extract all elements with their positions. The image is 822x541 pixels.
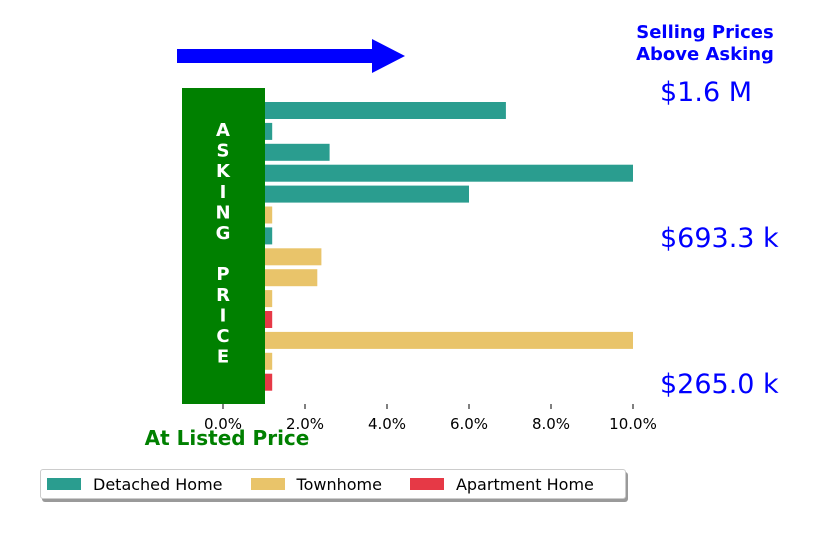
legend: Detached Home Townhome Apartment Home	[40, 469, 626, 499]
legend-label-apartment: Apartment Home	[455, 474, 594, 494]
asking-letter-8: R	[216, 285, 230, 306]
legend-swatch-townhome	[250, 478, 285, 490]
x-tick-label-0: 0.0%	[204, 415, 242, 433]
asking-letter-9: I	[220, 305, 227, 326]
asking-letter-1: S	[217, 141, 230, 162]
asking-letter-0: A	[216, 120, 230, 141]
price-level-low: $265.0 k	[660, 369, 779, 400]
legend-swatch-apartment	[409, 478, 444, 490]
legend-label-townhome: Townhome	[296, 474, 382, 494]
asking-letter-3: I	[220, 182, 227, 203]
selling-prices-title-line1: Selling Prices	[636, 22, 773, 43]
asking-letter-2: K	[216, 161, 231, 182]
x-axis: 0.0% 2.0% 4.0% 6.0% 8.0% 10.0%	[204, 404, 657, 433]
price-level-high: $1.6 M	[660, 77, 752, 108]
bar-3	[182, 164, 633, 182]
asking-letter-5: G	[216, 223, 231, 244]
legend-item-detached: Detached Home	[47, 475, 223, 494]
selling-prices-title-line2: Above Asking	[636, 44, 774, 65]
legend-label-detached: Detached Home	[93, 474, 223, 494]
legend-item-townhome: Townhome	[250, 474, 382, 494]
asking-letter-11: E	[217, 347, 229, 368]
legend-item-apartment: Apartment Home	[409, 474, 594, 494]
x-tick-label-4: 8.0%	[532, 415, 570, 433]
asking-letter-4: N	[215, 202, 230, 223]
asking-letter-10: C	[216, 326, 229, 347]
asking-price-box	[182, 88, 265, 404]
blue-arrow	[177, 39, 405, 73]
asking-letter-7: P	[216, 264, 229, 285]
x-tick-label-2: 4.0%	[368, 415, 406, 433]
price-level-mid: $693.3 k	[660, 223, 779, 254]
legend-swatch-detached	[47, 478, 81, 490]
x-tick-label-1: 2.0%	[286, 415, 324, 433]
at-listed-price-label: At Listed Price	[145, 426, 310, 450]
x-tick-label-3: 6.0%	[450, 415, 488, 433]
x-tick-label-5: 10.0%	[609, 415, 657, 433]
bar-11	[182, 331, 633, 349]
